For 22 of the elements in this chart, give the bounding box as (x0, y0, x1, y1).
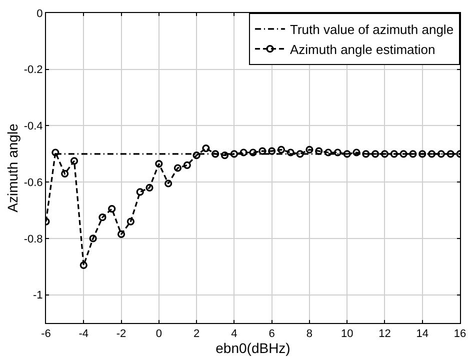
x-tick-label: -4 (78, 328, 89, 340)
y-tick-label: -0.4 (24, 120, 43, 133)
y-tick-label: -0.6 (24, 176, 43, 189)
x-tick-label: 10 (340, 328, 354, 340)
x-tick-label: 12 (378, 328, 391, 340)
x-tick-label: 16 (454, 328, 466, 340)
x-tick-label: 0 (156, 328, 162, 340)
x-tick-label: 2 (193, 328, 200, 340)
x-tick-label: 14 (416, 328, 428, 340)
legend-label: Azimuth angle estimation (290, 42, 436, 57)
x-tick-label: -2 (116, 328, 126, 340)
x-tick-label: -6 (41, 328, 51, 340)
legend-label: Truth value of azimuth angle (290, 22, 454, 38)
x-tick-label: 4 (231, 328, 238, 340)
y-axis-title: Azimuth angle (4, 123, 20, 212)
y-tick-label: 0 (36, 8, 43, 20)
x-tick-label: 8 (306, 328, 313, 340)
x-axis-title: ebn0(dBHz) (216, 340, 290, 356)
x-tick-label: 6 (268, 328, 275, 340)
y-tick-label: -1 (33, 290, 43, 302)
y-tick-label: -0.2 (24, 64, 43, 76)
y-tick-label: -0.8 (24, 233, 43, 246)
